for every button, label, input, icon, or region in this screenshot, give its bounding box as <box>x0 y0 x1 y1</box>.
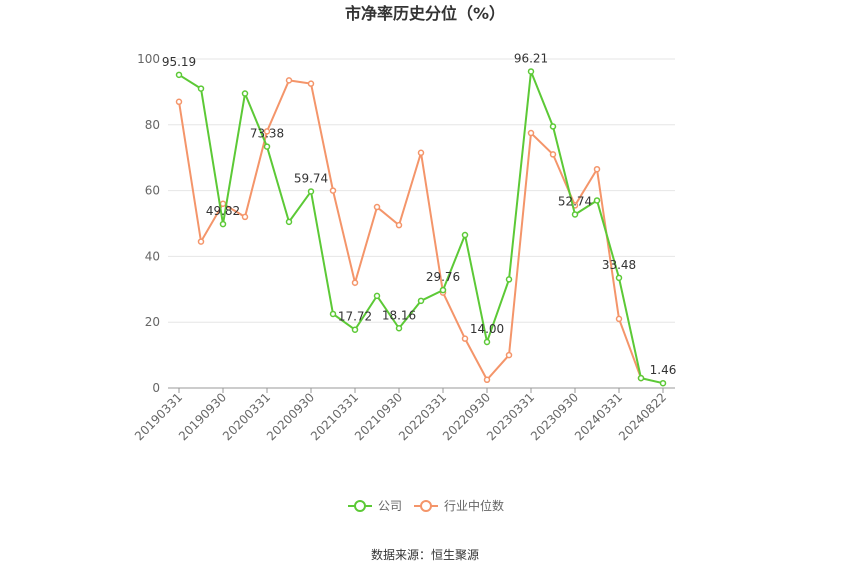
y-tick-label: 40 <box>145 249 160 263</box>
series-line <box>178 71 664 385</box>
point <box>263 143 271 150</box>
legend-label: 行业中位数 <box>444 498 504 513</box>
point <box>219 220 227 228</box>
legend-label: 公司 <box>378 499 402 513</box>
point <box>373 203 381 211</box>
data-label: 95.19 <box>162 55 196 69</box>
point <box>505 351 513 359</box>
data-label: 29.76 <box>426 270 460 284</box>
legend-item: 公司 <box>348 499 402 513</box>
point <box>527 129 535 137</box>
y-tick-label: 80 <box>145 118 160 132</box>
source: 数据来源：恒生聚源 <box>371 547 479 562</box>
y-tick-label: 20 <box>145 315 160 329</box>
point <box>329 310 337 318</box>
legend-item: 行业中位数 <box>414 498 504 513</box>
point <box>593 197 601 204</box>
point <box>285 77 293 84</box>
legend-marker <box>420 500 432 512</box>
y-tick-label: 100 <box>137 52 160 66</box>
point <box>307 80 315 87</box>
point <box>549 151 557 158</box>
point <box>197 85 205 92</box>
x-tick-label: 20240822 <box>616 390 669 443</box>
legend-marker <box>354 500 366 512</box>
data-label: 14.00 <box>470 322 504 336</box>
point <box>637 374 645 382</box>
point <box>461 335 469 342</box>
data-label: 96.21 <box>514 51 548 65</box>
point <box>417 297 425 305</box>
data-label: 59.74 <box>294 171 328 185</box>
y-tick-label: 0 <box>152 381 160 395</box>
data-label: 52.74 <box>558 194 592 208</box>
point <box>527 68 535 75</box>
data-label: 1.46 <box>650 363 677 377</box>
point <box>615 315 623 323</box>
point <box>373 292 381 300</box>
point <box>395 325 403 332</box>
y-tick-label: 60 <box>145 184 160 198</box>
point <box>659 379 667 387</box>
point <box>351 279 359 286</box>
point <box>241 213 249 221</box>
point <box>483 376 491 384</box>
point <box>417 149 425 157</box>
point <box>197 238 205 245</box>
data-label: 17.72 <box>338 310 372 324</box>
point <box>549 123 557 130</box>
point <box>571 211 579 218</box>
point <box>615 274 623 282</box>
point <box>263 128 271 135</box>
data-label: 73.38 <box>250 127 284 141</box>
chart-title: 市净率历史分位（%） <box>345 4 505 23</box>
point <box>395 221 403 229</box>
point <box>307 188 315 195</box>
point <box>175 71 183 79</box>
point <box>593 165 601 173</box>
data-label: 49.82 <box>206 204 240 218</box>
point <box>175 98 183 106</box>
point <box>285 218 293 226</box>
series-line <box>178 79 642 382</box>
point <box>483 338 491 346</box>
point <box>241 90 249 97</box>
point <box>351 326 359 333</box>
point <box>461 231 469 239</box>
point <box>329 187 337 194</box>
point <box>439 286 447 294</box>
data-label: 33.48 <box>602 258 636 272</box>
point <box>505 276 513 283</box>
data-label: 18.16 <box>382 308 416 322</box>
